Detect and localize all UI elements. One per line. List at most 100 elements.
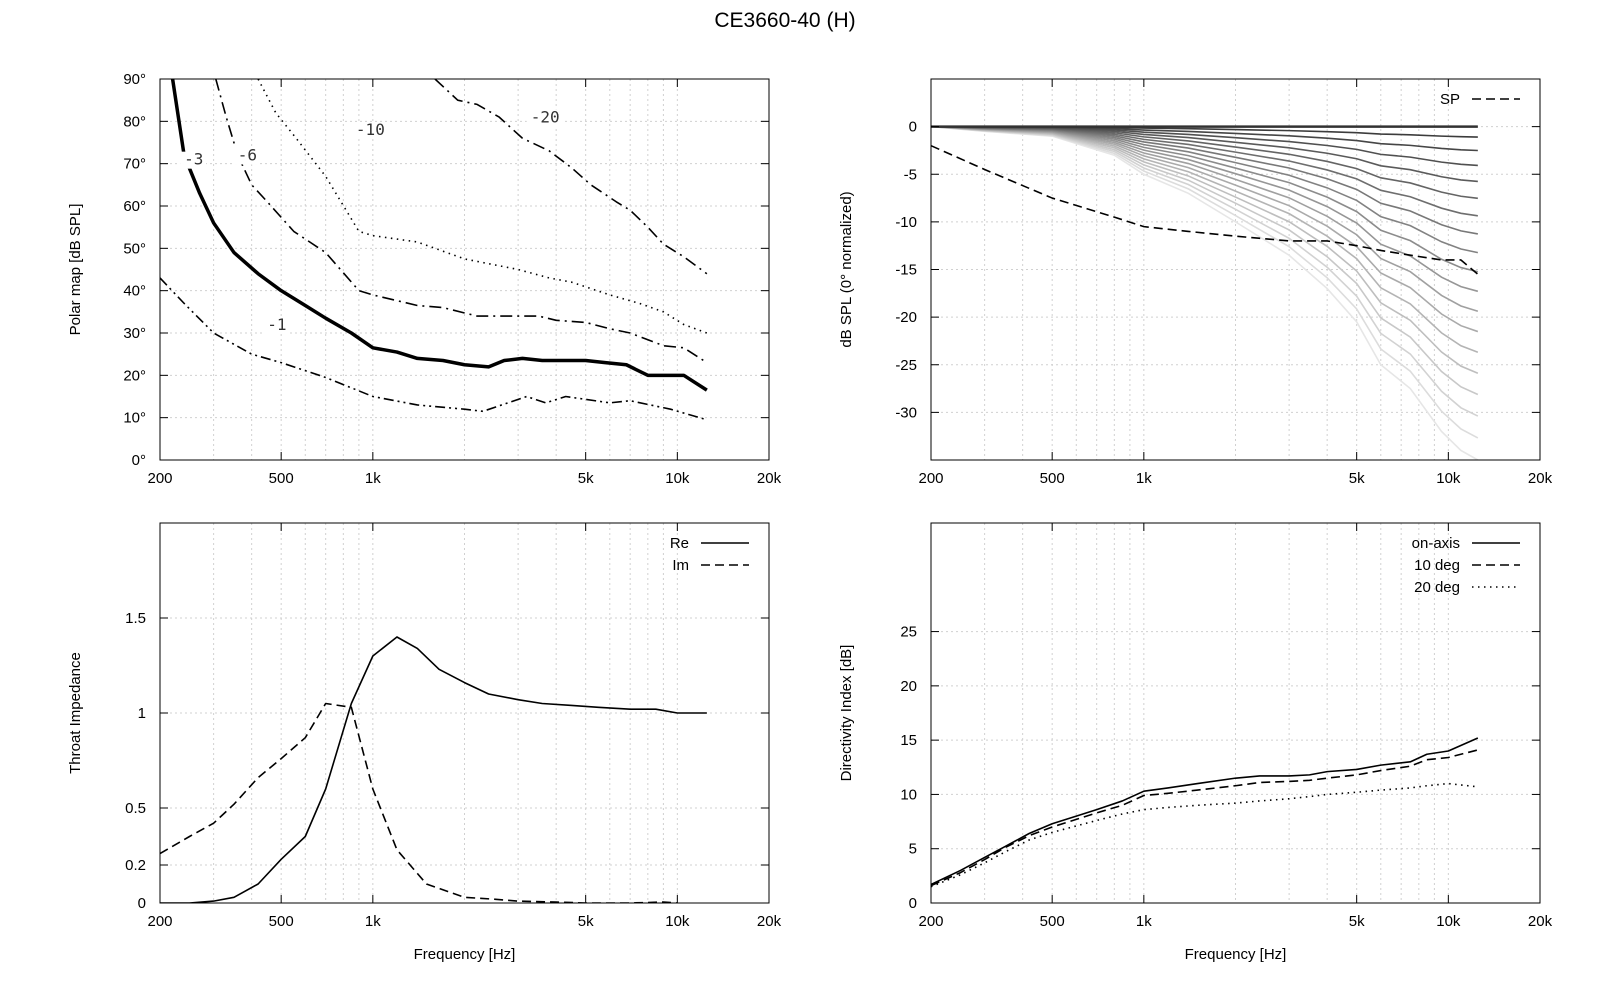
off-axis-curve	[931, 125, 1478, 235]
y-axis-label: Directivity Index [dB]	[838, 645, 855, 782]
series--20	[434, 79, 708, 275]
y-tick-label: 20°	[123, 367, 146, 384]
y-tick-label: 10	[900, 786, 917, 803]
off-axis-curve	[931, 125, 1479, 293]
x-tick-label: 20k	[757, 470, 782, 487]
contour-label-bg	[233, 147, 260, 165]
contour-label: -20	[531, 107, 560, 126]
off-axis-curve	[931, 125, 1479, 460]
x-tick-label: 1k	[365, 470, 381, 487]
contour-label-bg	[351, 122, 388, 140]
y-tick-label: 70°	[123, 156, 146, 173]
x-tick-label: 5k	[578, 913, 594, 930]
plot-area	[160, 636, 707, 903]
x-tick-label: 500	[1040, 470, 1065, 487]
x-tick-label: 10k	[665, 913, 690, 930]
y-tick-label: 30°	[123, 325, 146, 342]
y-tick-label: 90°	[123, 71, 146, 88]
x-tick-label: 1k	[1136, 913, 1152, 930]
y-tick-label: 0°	[132, 452, 146, 469]
y-tick-label: 0	[909, 895, 917, 912]
x-tick-label: 5k	[1349, 470, 1365, 487]
series-Im	[160, 702, 678, 903]
off-axis-curve	[931, 125, 1478, 217]
y-axis-label: Polar map [dB SPL]	[67, 204, 84, 336]
x-tick-label: 20k	[757, 913, 782, 930]
series-20-deg	[931, 782, 1478, 888]
x-tick-label: 20k	[1528, 470, 1553, 487]
polar-map-panel: -1 -3 -6 -10 -20 200 500 1k 5k 10k 20k 0° 10° 20° 30° 4…	[67, 71, 782, 487]
series-10-deg	[931, 749, 1479, 887]
normalized-spl-panel: 200 500 1k 5k 10k 20k 0 -5 -10 -15 -20 -25 -30 dB SPL…	[838, 78, 1553, 487]
off-axis-curve	[931, 125, 1479, 439]
y-tick-label: 15	[900, 732, 917, 749]
x-tick-label: 10k	[1436, 913, 1461, 930]
y-tick-label: 50°	[123, 240, 146, 257]
off-axis-curve	[931, 125, 1479, 417]
x-axis-label: Frequency [Hz]	[414, 946, 516, 963]
x-tick-label: 500	[269, 470, 294, 487]
plot-frame	[159, 78, 770, 461]
y-tick-label: 40°	[123, 283, 146, 300]
y-tick-label: -30	[895, 404, 917, 421]
x-tick-label: 10k	[665, 470, 690, 487]
y-tick-label: 80°	[123, 113, 146, 130]
y-tick-label: -5	[904, 166, 917, 183]
y-tick-label: -25	[895, 357, 917, 374]
off-axis-curve	[931, 125, 1479, 353]
y-tick-label: 0	[909, 119, 917, 136]
contour-label-bg	[180, 151, 207, 169]
x-tick-label: 200	[147, 470, 172, 487]
off-axis-curve	[931, 125, 1479, 273]
plot-area	[931, 125, 1479, 460]
x-tick-label: 1k	[1136, 470, 1152, 487]
off-axis-curve	[931, 125, 1478, 200]
plot-area	[931, 737, 1479, 888]
y-tick-label: 0.5	[125, 800, 146, 817]
y-axis-label: dB SPL (0° normalized)	[838, 191, 855, 347]
x-tick-label: 500	[269, 913, 294, 930]
off-axis-curve	[931, 125, 1479, 374]
legend-label: Re	[670, 535, 689, 552]
series-Re	[160, 636, 707, 903]
x-tick-label: 5k	[578, 470, 594, 487]
contour-label: -6	[238, 145, 257, 164]
x-tick-label: 200	[918, 470, 943, 487]
contour-label: -1	[267, 315, 286, 334]
series--10	[257, 79, 708, 334]
y-axis-label: Throat Impedance	[67, 652, 84, 774]
contour-label: -10	[356, 120, 385, 139]
legend-label: 10 deg	[1414, 557, 1460, 574]
y-tick-label: 1	[138, 705, 146, 722]
y-tick-label: 10°	[123, 410, 146, 427]
legend-label: Im	[672, 557, 689, 574]
off-axis-curve	[931, 125, 1479, 396]
x-tick-label: 200	[918, 913, 943, 930]
contour-label-bg	[526, 109, 563, 127]
x-tick-label: 200	[147, 913, 172, 930]
legend-label: on-axis	[1412, 535, 1460, 552]
y-tick-label: 20	[900, 678, 917, 695]
off-axis-curve	[931, 125, 1479, 313]
series-on-axis	[931, 737, 1479, 886]
y-tick-label: -20	[895, 309, 917, 326]
x-tick-label: 5k	[1349, 913, 1365, 930]
x-tick-label: 10k	[1436, 470, 1461, 487]
series--3	[170, 79, 708, 392]
legend-label: SP	[1440, 91, 1460, 108]
figure-title: CE3660-40 (H)	[714, 9, 855, 32]
series--6	[215, 79, 708, 364]
off-axis-curve	[931, 125, 1479, 254]
y-tick-label: 0.2	[125, 857, 146, 874]
legend-label: 20 deg	[1414, 579, 1460, 596]
x-tick-label: 1k	[365, 913, 381, 930]
y-tick-label: 60°	[123, 198, 146, 215]
contour-label: -3	[184, 150, 203, 169]
x-tick-label: 500	[1040, 913, 1065, 930]
series--1	[160, 277, 708, 421]
contour-label-bg	[263, 316, 290, 334]
y-tick-label: 5	[909, 841, 917, 858]
y-tick-label: 0	[138, 895, 146, 912]
throat-impedance-panel: 200 500 1k 5k 10k 20k 0 0.2 0.5 1 1.5 Throat Impeda…	[67, 522, 782, 963]
x-tick-label: 20k	[1528, 913, 1553, 930]
